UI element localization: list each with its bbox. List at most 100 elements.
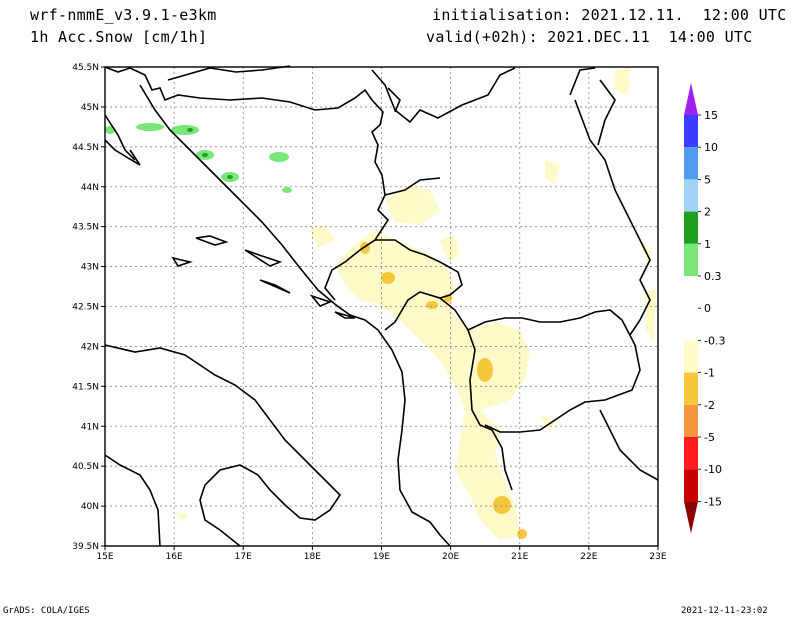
color-bar-label: 10 [704, 141, 718, 154]
model-title: wrf-nmmE_v3.9.1-e3km [30, 6, 217, 24]
color-bar-swatch [684, 340, 698, 373]
color-bar-label: -5 [704, 431, 715, 444]
latitude-axis: 45.5N 45N 44.5N 44N 43.5N 43N 42.5N 42N 41.5N 41N… [72, 63, 105, 552]
color-bar-swatch [684, 308, 698, 341]
footer-credit: GrADS: COLA/IGES [3, 606, 90, 616]
lat-tick-label: 45N [81, 103, 99, 113]
snow-gain-core [187, 128, 193, 132]
lat-tick-label: 42.5N [72, 303, 99, 313]
border [484, 319, 641, 433]
color-bar-label: 2 [704, 206, 711, 219]
field-title: 1h Acc.Snow [cm/1h] [30, 28, 208, 46]
border [574, 99, 651, 336]
border [375, 239, 463, 331]
snow-gain-core [227, 175, 233, 179]
color-bar-label: 0.3 [704, 270, 722, 283]
color-bar-legend: 15 10 5 2 1 0.3 0 -0.3 -1 -2 -5 -10 -15 [684, 83, 725, 534]
coastline [104, 344, 342, 547]
lon-tick-label: 21E [511, 552, 528, 562]
footer-timestamp: 2021-12-11-23:02 [681, 606, 768, 616]
snow-gain-core [202, 153, 208, 157]
snow-gain-patch [136, 123, 164, 131]
light-snow-patch [385, 185, 440, 225]
light-snow-patch [645, 290, 656, 340]
snow-gain-patch [282, 187, 292, 193]
lon-tick-label: 19E [373, 552, 390, 562]
lat-tick-label: 42N [81, 342, 99, 352]
color-bar-label: -15 [704, 495, 722, 508]
snow-gain-patch [269, 152, 289, 162]
lon-tick-label: 17E [235, 552, 252, 562]
border [439, 297, 513, 491]
lat-tick-label: 45.5N [72, 63, 99, 73]
lat-tick-label: 43N [81, 263, 99, 273]
init-time: initialisation: 2021.12.11. 12:00 UTC [432, 6, 787, 24]
border [387, 87, 401, 113]
color-bar-bottom-arrow [684, 501, 698, 534]
moderate-snow-spot [426, 301, 438, 309]
lat-tick-label: 44.5N [72, 143, 99, 153]
lon-tick-label: 15E [96, 552, 113, 562]
color-bar-swatch [684, 115, 698, 148]
valid-time: valid(+02h): 2021.DEC.11 14:00 UTC [426, 28, 753, 46]
light-snow-patch [540, 415, 555, 432]
moderate-snow-spot [477, 358, 493, 382]
color-bar-swatch [684, 276, 698, 309]
color-bar-label: 1 [704, 238, 711, 251]
color-bar-label: -10 [704, 463, 722, 476]
lat-tick-label: 40N [81, 502, 99, 512]
light-snow-area [335, 230, 530, 540]
border [104, 66, 441, 196]
color-bar-label: -2 [704, 399, 715, 412]
lon-tick-label: 20E [442, 552, 459, 562]
lon-tick-label: 22E [580, 552, 597, 562]
snow-shading [105, 68, 656, 540]
coastline [139, 84, 451, 547]
lat-tick-label: 43.5N [72, 223, 99, 233]
color-bar-top-arrow [684, 83, 698, 115]
lat-tick-label: 41.5N [72, 382, 99, 392]
border [569, 67, 616, 146]
border [324, 194, 390, 301]
border [371, 67, 516, 124]
color-bar-label: -1 [704, 367, 715, 380]
color-bar-swatch [684, 372, 698, 405]
moderate-snow-spot [381, 272, 395, 284]
light-snow-patch [310, 225, 335, 248]
color-bar-label: -0.3 [704, 334, 725, 347]
lat-tick-label: 44N [81, 183, 99, 193]
color-bar-swatch [684, 243, 698, 276]
light-snow-patch [615, 68, 630, 95]
color-bar-swatch [684, 469, 698, 502]
light-snow-patch [545, 160, 560, 185]
color-bar-swatch [684, 437, 698, 470]
coastline [599, 409, 659, 481]
longitude-axis: 15E 16E 17E 18E 19E 20E 21E 22E 23E [96, 546, 667, 562]
light-snow-patch [440, 235, 460, 262]
color-bar-swatch [684, 211, 698, 244]
lat-tick-label: 39.5N [72, 542, 99, 552]
color-bar-swatch [684, 404, 698, 437]
lat-tick-label: 40.5N [72, 462, 99, 472]
coastlines-borders [104, 65, 659, 547]
island-coastline [129, 149, 356, 319]
lon-tick-label: 16E [166, 552, 183, 562]
moderate-snow-spot [517, 529, 527, 539]
color-bar-label: 15 [704, 109, 718, 122]
color-bar-swatch [684, 179, 698, 212]
lat-tick-label: 41N [81, 422, 99, 432]
coastline [104, 454, 161, 547]
border [467, 309, 623, 331]
lon-tick-label: 18E [304, 552, 321, 562]
color-bar-swatch [684, 147, 698, 180]
border [167, 65, 291, 81]
color-bar-label: 0 [704, 302, 711, 315]
snow-gain-patch [171, 125, 199, 135]
lon-tick-label: 23E [649, 552, 666, 562]
coastline [104, 114, 141, 166]
color-bar-label: 5 [704, 173, 711, 186]
light-snow-patch [175, 512, 188, 522]
lat-lon-grid [105, 67, 658, 546]
moderate-snow-spot [493, 496, 511, 514]
